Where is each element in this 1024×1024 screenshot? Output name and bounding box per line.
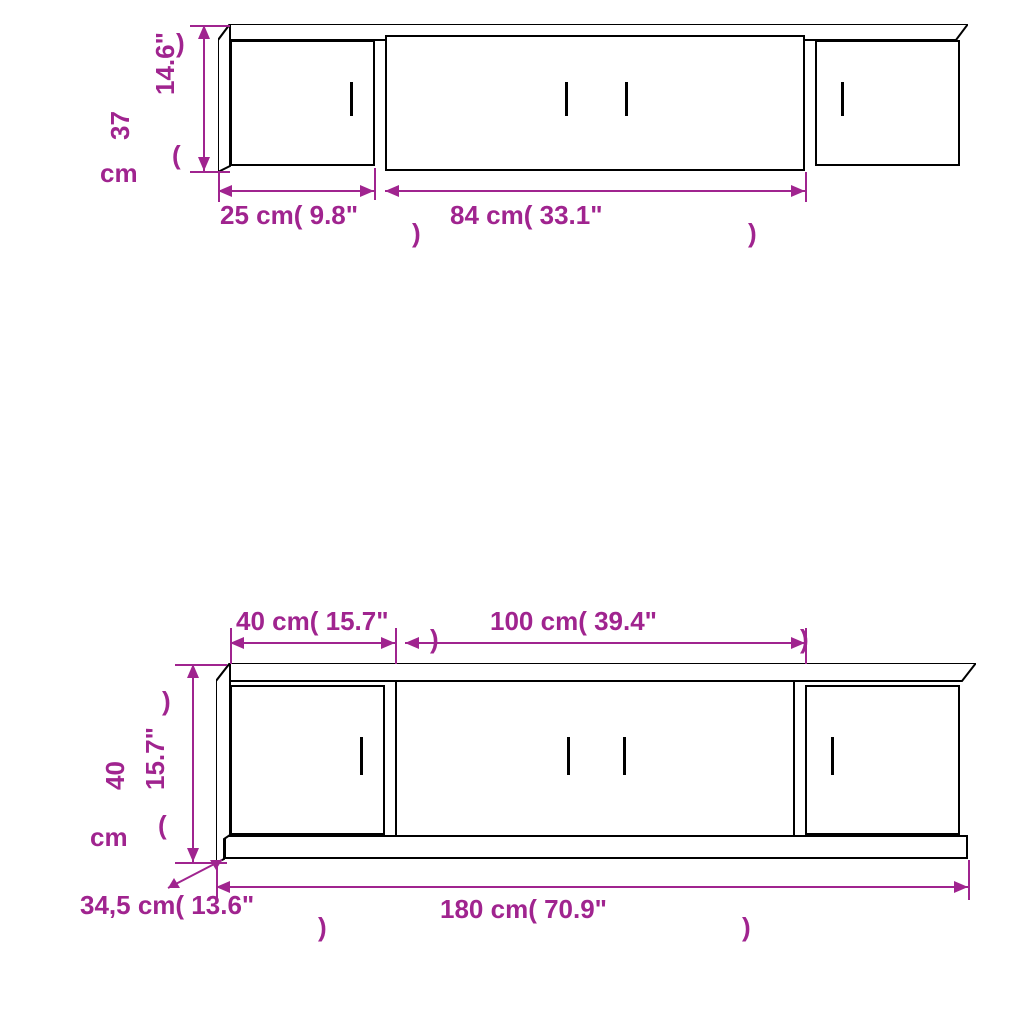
- dim-line: [216, 886, 968, 888]
- lower-cabinet-left: [230, 685, 385, 835]
- arrow: [791, 185, 805, 197]
- dim-lower-height-in: 15.7": [140, 727, 171, 790]
- arrow: [198, 157, 210, 171]
- arrow: [385, 185, 399, 197]
- arrow: [218, 185, 232, 197]
- arrow: [405, 637, 419, 649]
- lower-base: [224, 835, 968, 859]
- upper-cabinet-center: [385, 35, 805, 171]
- dim-upper-height-cm-num: 37: [105, 111, 136, 140]
- dim-line: [230, 642, 395, 644]
- paren: ): [748, 218, 757, 249]
- ext-line: [190, 25, 230, 27]
- upper-side-edge: [218, 24, 232, 172]
- paren: ): [176, 28, 185, 59]
- paren: (: [158, 810, 167, 841]
- arrow: [381, 637, 395, 649]
- dim-upper-25-cm: 25 cm( 9.8": [220, 200, 358, 231]
- dim-lower-180-cm: 180 cm( 70.9": [440, 894, 607, 925]
- handle: [565, 82, 568, 116]
- paren: ): [318, 912, 327, 943]
- dim-line: [405, 642, 805, 644]
- dim-lower-40w-cm: 40 cm( 15.7": [236, 606, 389, 637]
- lower-side-edge: [216, 663, 232, 865]
- dim-upper-84-cm: 84 cm( 33.1": [450, 200, 603, 231]
- handle: [360, 737, 363, 775]
- upper-cabinet-left: [230, 40, 375, 166]
- paren: ): [742, 912, 751, 943]
- paren: ): [412, 218, 421, 249]
- ext-line: [968, 860, 970, 900]
- handle: [623, 737, 626, 775]
- paren: ): [162, 686, 171, 717]
- paren: ): [430, 624, 439, 655]
- handle: [350, 82, 353, 116]
- paren: ): [800, 624, 809, 655]
- ext-line: [395, 628, 397, 664]
- ext-line: [374, 168, 376, 200]
- upper-cabinet-right: [815, 40, 960, 166]
- unit-cm: cm: [90, 822, 128, 853]
- handle: [831, 737, 834, 775]
- dim-lower-100-cm: 100 cm( 39.4": [490, 606, 657, 637]
- handle: [567, 737, 570, 775]
- ext-line: [175, 664, 227, 666]
- lower-cabinet-center: [395, 680, 795, 840]
- arrow: [198, 25, 210, 39]
- unit-cm: cm: [100, 158, 138, 189]
- ext-line: [190, 171, 230, 173]
- dim-line: [203, 25, 205, 171]
- lower-cabinet-right: [805, 685, 960, 835]
- arrow: [187, 664, 199, 678]
- dim-line: [192, 664, 194, 862]
- ext-line: [805, 172, 807, 202]
- paren: (: [172, 140, 181, 171]
- handle: [625, 82, 628, 116]
- arrow: [954, 881, 968, 893]
- dim-depth: 34,5 cm( 13.6": [80, 890, 254, 921]
- arrow: [230, 637, 244, 649]
- dim-lower-height-cm-num: 40: [100, 761, 131, 790]
- dim-line: [218, 190, 374, 192]
- arrow: [360, 185, 374, 197]
- handle: [841, 82, 844, 116]
- dim-line: [385, 190, 805, 192]
